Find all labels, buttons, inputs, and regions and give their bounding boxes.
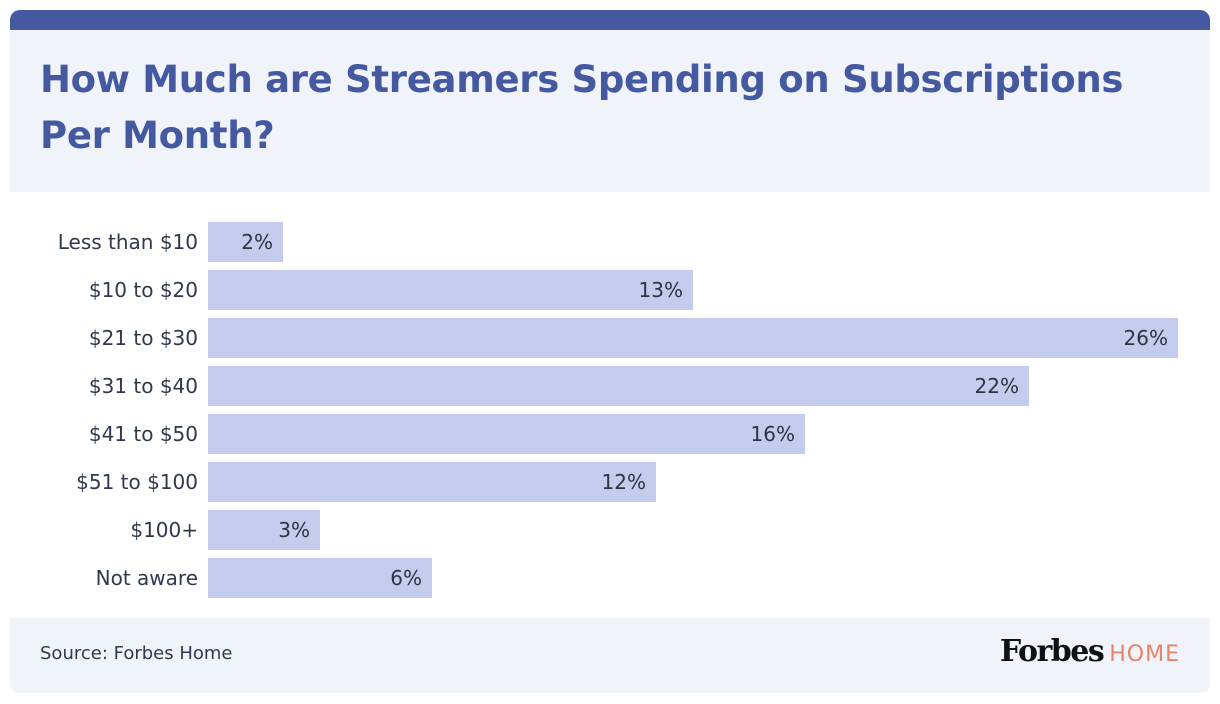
bar-value-label: 13% [638,278,683,302]
bar-value-label: 12% [601,470,646,494]
category-label: $21 to $30 [88,326,198,350]
bar-value-label: 3% [278,518,310,542]
category-label: Not aware [95,566,198,590]
forbes-home-logo: Forbes HOME [1000,634,1180,669]
bar [208,414,805,454]
bar [208,318,1178,358]
bar [208,222,283,262]
category-label: Less than $10 [57,230,198,254]
bar [208,462,656,502]
chart-header: How Much are Streamers Spending on Subsc… [10,30,1210,192]
header-accent-bar [10,10,1210,30]
bar-value-label: 2% [241,230,273,254]
chart-footer: Source: Forbes Home Forbes HOME [10,618,1210,693]
source-note: Source: Forbes Home [40,643,233,664]
bar-value-label: 16% [750,422,795,446]
bar-value-label: 26% [1123,326,1168,350]
logo-forbes-text: Forbes [999,634,1105,669]
category-label: $31 to $40 [88,374,198,398]
logo-home-text: HOME [1109,642,1180,667]
bar [208,510,320,550]
bar-value-label: 22% [974,374,1019,398]
bar [208,366,1029,406]
category-label: $51 to $100 [76,470,198,494]
category-label: $10 to $20 [88,278,198,302]
category-label: $100+ [130,518,198,542]
bar-chart: Less than $10 2% $10 to $20 13% $21 to $30 26… [0,192,1220,618]
category-label: $41 to $50 [88,422,198,446]
chart-title: How Much are Streamers Spending on Subsc… [40,58,1124,157]
bar [208,270,693,310]
bar [208,558,432,598]
bar-value-label: 6% [390,566,422,590]
